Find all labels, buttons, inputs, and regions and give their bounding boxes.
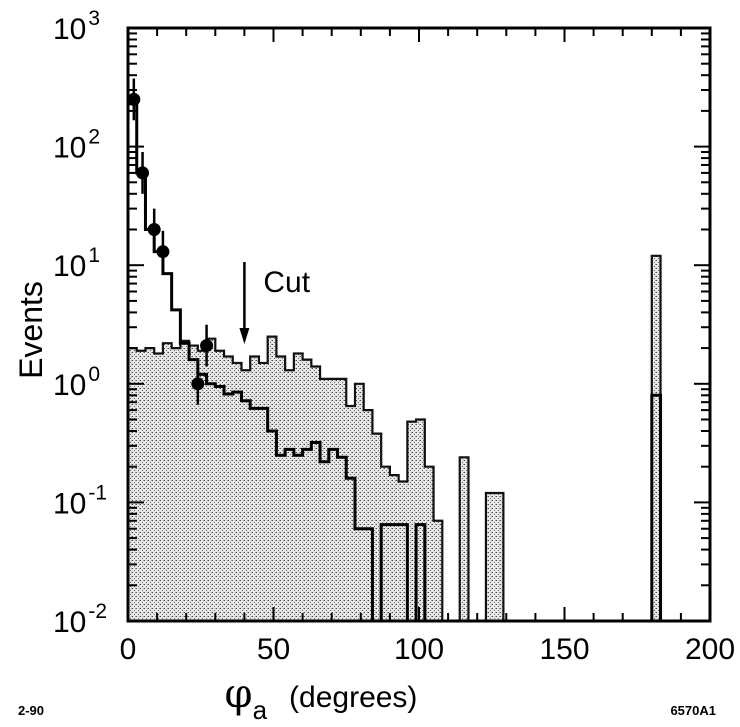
footer-left-code: 2-90	[18, 703, 44, 718]
y-tick-label: 103	[53, 7, 100, 46]
shaded-bar	[154, 353, 163, 621]
axis-ticks	[126, 26, 712, 623]
data-point	[147, 222, 161, 236]
shaded-bar	[389, 475, 399, 621]
shaded-bar	[128, 348, 137, 621]
y-axis-title: Events	[13, 281, 49, 379]
data-point	[156, 245, 170, 259]
shaded-bar	[337, 378, 347, 621]
data-point	[127, 92, 141, 106]
shaded-bar	[398, 481, 408, 621]
shaded-bar	[258, 362, 268, 621]
shaded-bar	[328, 378, 338, 621]
shaded-bar	[311, 366, 321, 621]
shaded-bar	[494, 493, 504, 621]
shaded-bar	[354, 383, 364, 621]
shaded-bar	[285, 370, 294, 621]
x-axis-title-unit: (degrees)	[289, 681, 417, 714]
shaded-bar	[346, 405, 355, 621]
shaded-bar	[424, 466, 434, 621]
shaded-bar	[241, 370, 251, 621]
x-tick-label: 200	[685, 633, 735, 666]
shaded-bar	[302, 359, 312, 621]
axis-tick-labels: 0 50 100 150 200 10-2 10-1 100 101 102 103	[53, 7, 735, 666]
data-point	[191, 377, 205, 391]
svg-text:φa(degrees): φa (degrees)	[225, 671, 418, 725]
shaded-bar	[171, 348, 181, 621]
shaded-bar	[381, 466, 390, 621]
x-tick-label: 0	[120, 633, 137, 666]
shaded-bar	[407, 421, 417, 621]
y-tick-label: 10-1	[53, 481, 107, 520]
shaded-bar	[162, 343, 172, 621]
shaded-bar	[363, 410, 373, 621]
x-tick-label: 100	[394, 633, 444, 666]
data-point	[136, 166, 150, 180]
shaded-bar	[136, 350, 146, 621]
cut-label: Cut	[263, 266, 310, 299]
shaded-bar	[250, 356, 259, 621]
x-axis-title-symbol: φ	[225, 671, 253, 717]
shaded-bar	[145, 348, 155, 621]
cut-arrow-head	[239, 328, 250, 344]
x-axis-title: φa (degrees)	[225, 671, 418, 725]
shaded-bar	[224, 356, 233, 621]
shaded-bar	[372, 433, 382, 621]
shaded-bar	[215, 350, 225, 621]
data-point	[200, 339, 214, 353]
plot-area: Cut	[126, 78, 710, 623]
shaded-bar	[651, 255, 661, 622]
shaded-bar	[276, 356, 286, 621]
shaded-bar	[485, 493, 495, 621]
shaded-bar	[189, 345, 198, 621]
shaded-bar	[180, 340, 190, 621]
y-tick-label: 102	[53, 126, 100, 165]
y-tick-label: 101	[53, 244, 100, 283]
shaded-bar	[416, 419, 425, 621]
x-tick-label: 150	[539, 633, 589, 666]
shaded-bar	[459, 457, 469, 621]
shaded-bar	[267, 336, 277, 621]
shaded-bar	[293, 353, 303, 621]
shaded-bar	[197, 350, 207, 621]
x-axis-title-subscript: a	[253, 695, 268, 725]
y-tick-label: 100	[53, 363, 100, 402]
shaded-bar	[232, 362, 242, 621]
shaded-bar	[320, 378, 329, 621]
footer-right-code: 6570A1	[670, 703, 716, 718]
shaded-bar	[433, 520, 443, 621]
y-tick-label: 10-2	[53, 600, 107, 639]
x-tick-label: 50	[257, 633, 290, 666]
shaded-bar	[206, 338, 216, 621]
